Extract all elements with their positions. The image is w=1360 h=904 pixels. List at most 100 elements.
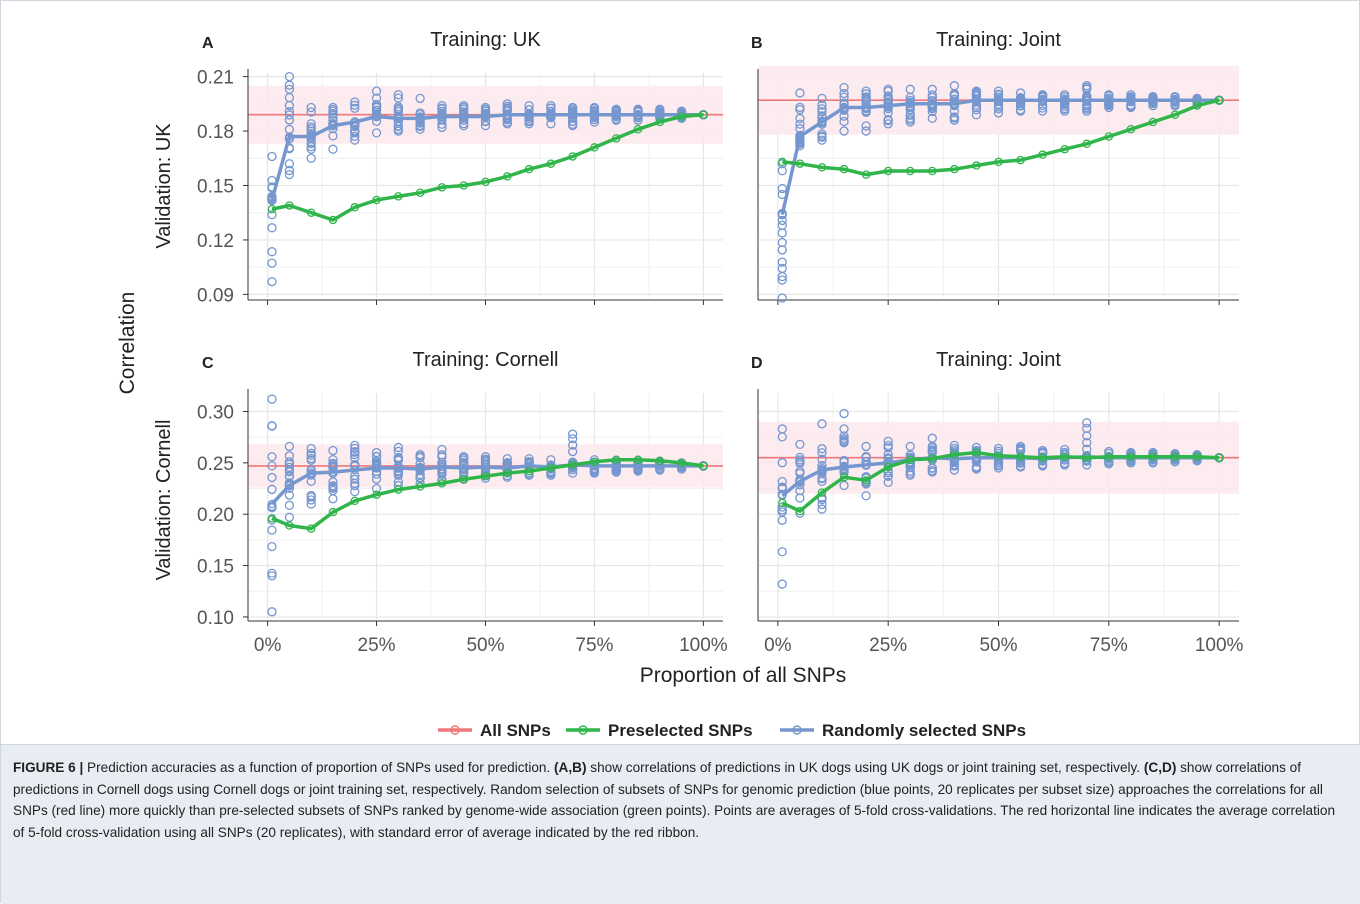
preselected-snps-point [568, 460, 577, 470]
preselected-snps-point [928, 166, 937, 176]
random-snps-point [795, 477, 805, 486]
random-snps-point [1148, 95, 1158, 105]
random-snps-point [372, 112, 381, 121]
random-snps-point [1060, 95, 1069, 105]
replicate-point [883, 115, 893, 126]
replicate-point [328, 131, 338, 141]
random-snps-point [795, 132, 805, 141]
preselected-snps-point [1016, 155, 1025, 165]
replicate-point [861, 451, 871, 462]
replicate-point [839, 435, 849, 445]
preselected-snps-point [778, 498, 787, 508]
preselected-snps-point [415, 482, 425, 491]
replicate-point [306, 455, 316, 465]
replicate-point [350, 481, 360, 491]
replicate-point [306, 107, 316, 117]
replicate-point [777, 432, 787, 442]
random-snps-point [394, 114, 403, 123]
preselected-snps-point [524, 466, 534, 476]
preselected-snps-point [1104, 452, 1114, 461]
preselected-snps-point [905, 455, 915, 465]
random-snps-point [817, 117, 827, 127]
panel-tag: A [202, 35, 214, 52]
y-tick-label: 0.25 [197, 454, 234, 475]
replicate-point [777, 507, 787, 517]
replicate-point [371, 86, 382, 96]
preselected-snps-point [839, 164, 849, 174]
replicate-point [817, 499, 827, 510]
replicate-point [371, 101, 382, 111]
random-snps-point [817, 465, 827, 475]
preselected-snps-point [394, 485, 403, 494]
replicate-point [927, 113, 937, 124]
replicate-point [284, 451, 295, 461]
x-axis-title: Proportion of all SNPs [640, 664, 847, 687]
replicate-point [350, 100, 360, 110]
preselected-snps-point [1148, 452, 1158, 461]
random-snps-line [270, 112, 704, 201]
random-snps-point [481, 112, 490, 121]
random-snps-point [590, 110, 599, 119]
replicate-point [1126, 101, 1136, 112]
replicate-point [817, 111, 827, 121]
preselected-snps-point [437, 479, 447, 488]
preselected-snps-point [611, 134, 621, 143]
replicate-point [393, 442, 403, 453]
replicate-point [267, 277, 277, 287]
panel-title: Training: Joint [936, 349, 1061, 371]
replicate-point [284, 80, 295, 90]
legend-item: Preselected SNPs [566, 721, 753, 740]
preselected-snps-point [481, 177, 490, 187]
replicate-point [267, 541, 277, 552]
replicate-point [284, 169, 295, 180]
y-tick-label: 0.20 [197, 505, 234, 526]
replicate-point [267, 568, 277, 578]
figure-caption: FIGURE 6 | Prediction accuracies as a fu… [13, 757, 1343, 843]
replicate-point [795, 119, 805, 129]
random-snps-point [267, 195, 277, 205]
preselected-snps-point [568, 152, 577, 161]
replicate-point [328, 458, 338, 469]
replicate-point [284, 110, 295, 120]
preselected-snps-point [883, 462, 893, 472]
preselected-snps-point [905, 166, 915, 176]
y-tick-label: 0.30 [197, 402, 234, 423]
replicate-point [267, 223, 277, 233]
replicate-point [350, 131, 360, 142]
replicate-point [905, 109, 915, 119]
replicate-point [284, 165, 295, 176]
x-tick-label: 100% [1195, 635, 1244, 656]
replicate-point [839, 82, 849, 93]
preselected-snps-line [271, 458, 704, 531]
x-tick-label: 100% [679, 635, 728, 656]
replicate-point [1082, 82, 1092, 93]
caption-divider [1, 744, 1360, 745]
replicate-point [437, 110, 447, 120]
replicate-point [371, 451, 382, 462]
replicate-point [306, 495, 316, 505]
preselected-snps-point [611, 455, 621, 465]
x-tick-label: 0% [764, 635, 792, 656]
replicate-point [839, 424, 849, 434]
replicate-point [795, 439, 805, 450]
replicate-point [284, 462, 295, 472]
preselected-snps-point [372, 195, 381, 205]
random-snps-point [481, 462, 490, 472]
replicate-point [839, 438, 849, 448]
random-snps-point [1126, 95, 1136, 105]
replicate-point [306, 144, 316, 154]
random-snps-point [994, 95, 1003, 105]
random-snps-point [306, 468, 316, 478]
preselected-snps-point [590, 143, 599, 152]
replicate-point [777, 215, 787, 226]
replicate-point [883, 119, 893, 129]
replicate-point [306, 492, 316, 502]
replicate-point [267, 247, 277, 257]
random-snps-line [780, 98, 1220, 215]
replicate-point [328, 485, 338, 496]
preselected-snps-point [972, 161, 981, 170]
replicate-point [267, 571, 277, 581]
replicate-point [306, 450, 316, 460]
replicate-point [839, 116, 849, 127]
